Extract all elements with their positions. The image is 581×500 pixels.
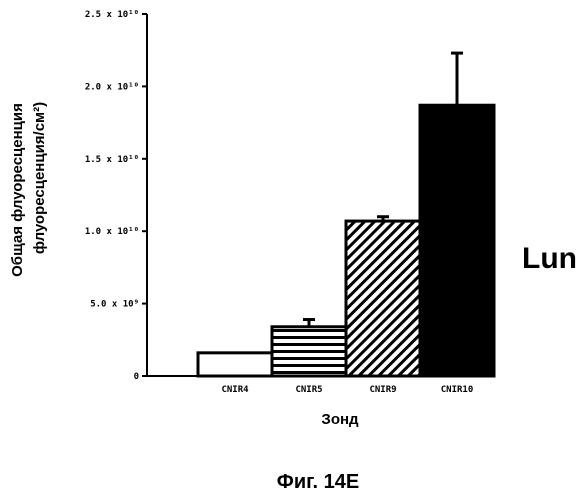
y-tick-label: 1.5 x 10¹⁰ <box>85 155 139 165</box>
category-label: CNIR9 <box>369 385 396 395</box>
panel-label: Lun <box>522 242 577 275</box>
y-tick-label: 0 <box>134 372 139 382</box>
bar-cnir10 <box>420 105 494 376</box>
bar-cnir4 <box>198 353 272 376</box>
bar-cnir5 <box>272 327 346 376</box>
y-tick-label: 5.0 x 10⁹ <box>90 300 139 310</box>
x-axis-title: Зонд <box>321 411 359 428</box>
category-labels: CNIR4 CNIR5 CNIR9 CNIR10 <box>221 385 473 395</box>
y-ticks: 0 5.0 x 10⁹ 1.0 x 10¹⁰ 1.5 x 10¹⁰ 2.0 x 10¹⁰… <box>85 10 147 382</box>
category-label: CNIR10 <box>441 385 474 395</box>
bar-cnir9 <box>346 221 420 376</box>
y-axis-title-line-1: Общая флуоресценция <box>9 103 26 277</box>
y-tick-label: 2.0 x 10¹⁰ <box>85 82 139 92</box>
figure-caption: Фиг. 14E <box>277 471 359 493</box>
y-tick-label: 1.0 x 10¹⁰ <box>85 227 139 237</box>
y-tick-label: 2.5 x 10¹⁰ <box>85 10 139 20</box>
category-label: CNIR5 <box>295 385 322 395</box>
y-axis-title-line-2: флуоресценция/см²) <box>31 102 48 254</box>
category-label: CNIR4 <box>221 385 249 395</box>
bars <box>198 105 494 376</box>
